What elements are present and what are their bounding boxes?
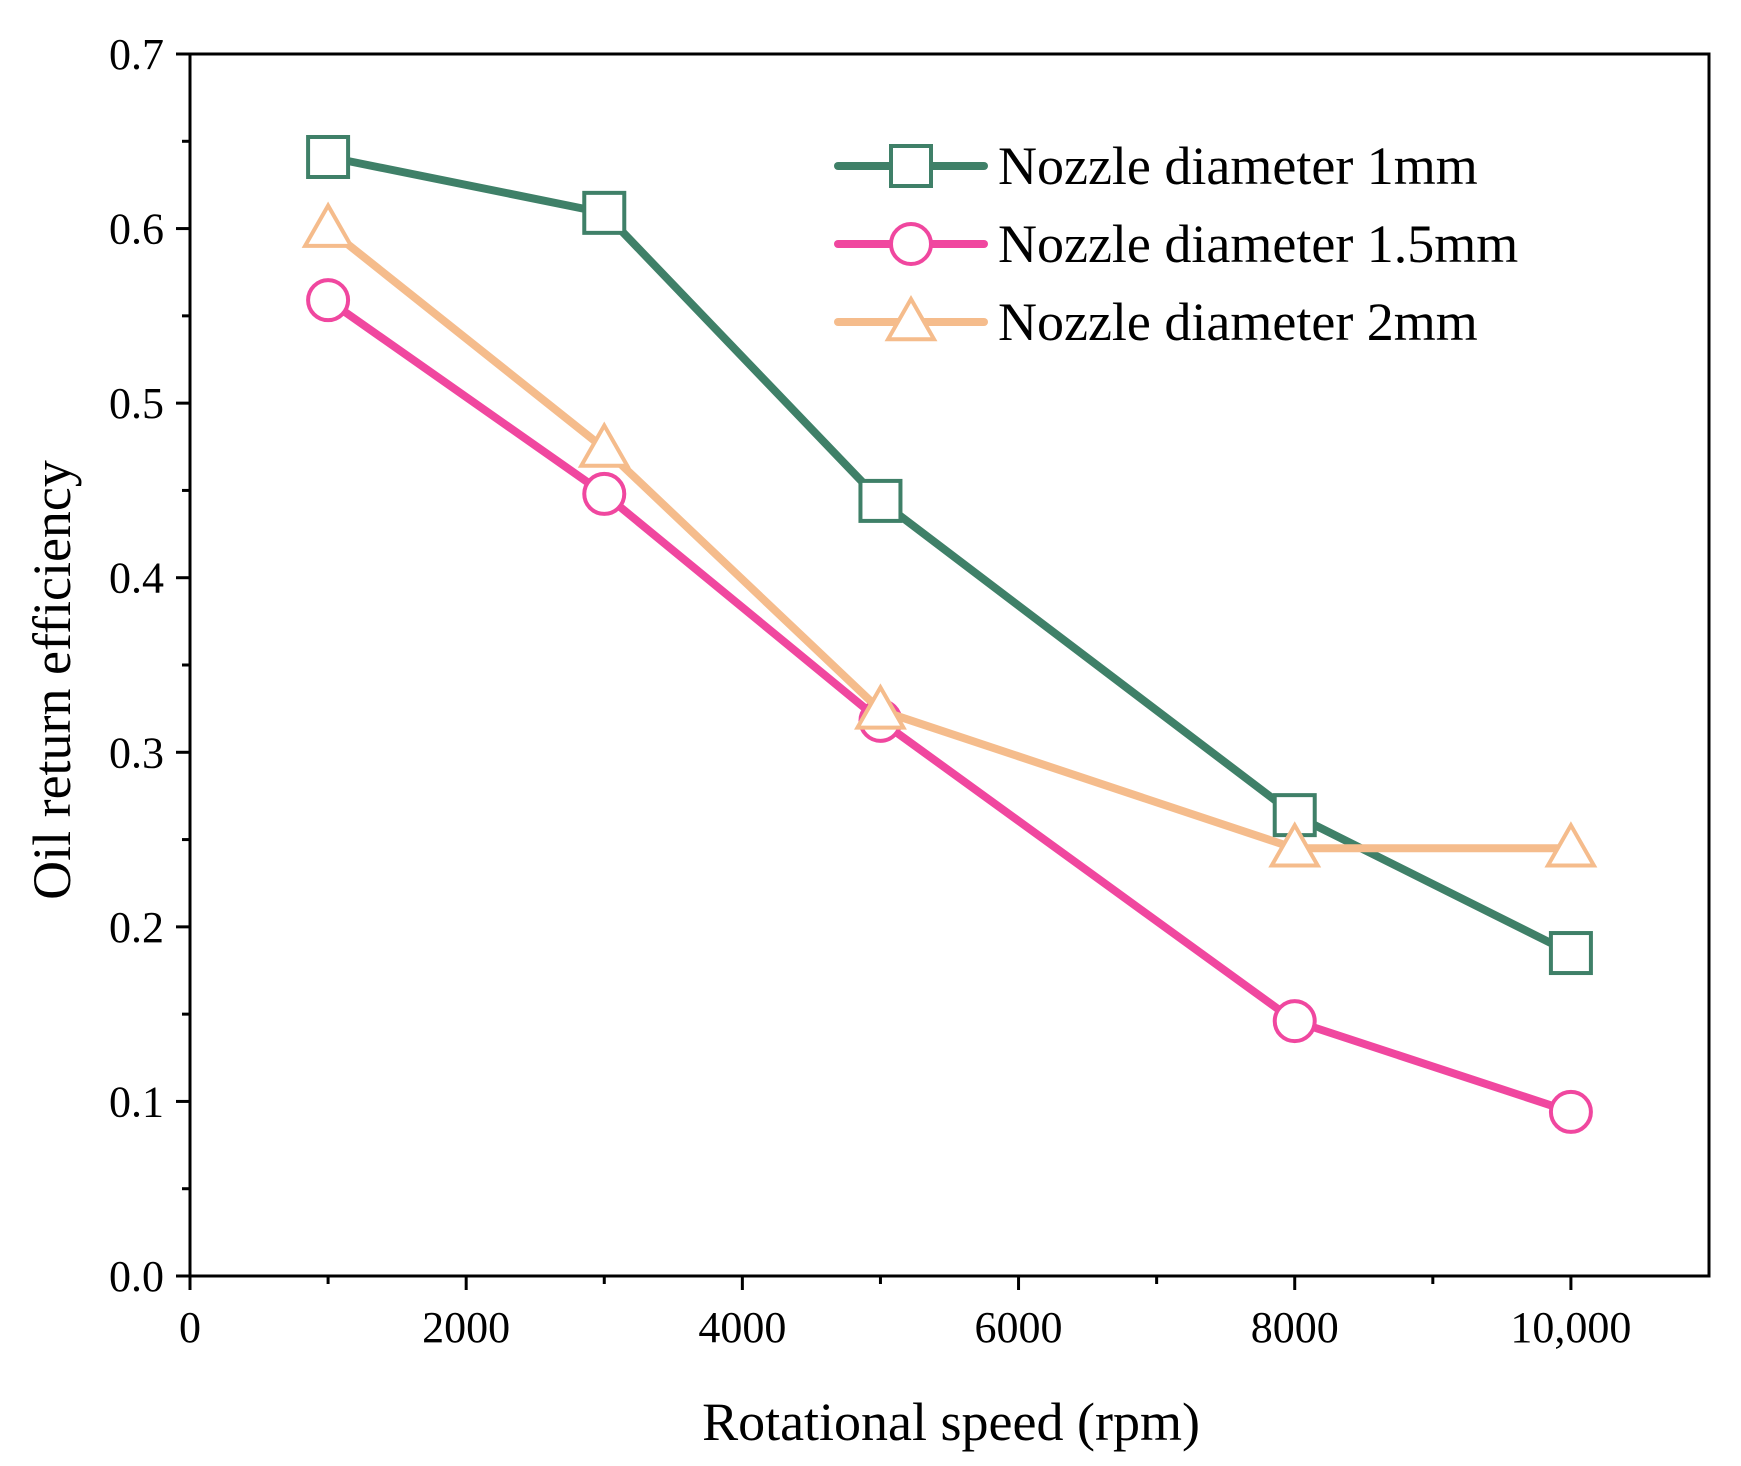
legend-marker xyxy=(889,144,933,188)
legend: Nozzle diameter 1mm Nozzle diameter 1.5mm… xyxy=(834,136,1518,352)
y-tick-label: 0.7 xyxy=(109,30,164,79)
data-point xyxy=(1548,931,1593,976)
legend-item: Nozzle diameter 1.5mm xyxy=(834,214,1518,274)
y-axis-title: Oil return efficiency xyxy=(22,460,82,900)
x-tick-label: 8000 xyxy=(1251,1303,1339,1352)
data-point xyxy=(858,478,903,523)
x-tick-label: 4000 xyxy=(698,1303,786,1352)
data-point xyxy=(582,471,627,516)
x-tick-label: 10,000 xyxy=(1510,1303,1631,1352)
y-tick-label: 0.1 xyxy=(109,1077,164,1126)
legend-label: Nozzle diameter 1mm xyxy=(998,136,1478,196)
series-1 xyxy=(306,134,1593,976)
legend-marker xyxy=(884,294,938,342)
data-point xyxy=(1548,1089,1593,1134)
y-tick-label: 0.0 xyxy=(109,1252,164,1301)
legend-label: Nozzle diameter 1.5mm xyxy=(998,214,1518,274)
data-point xyxy=(306,134,351,179)
data-point xyxy=(1268,821,1322,868)
y-tick-label: 0.4 xyxy=(109,554,164,603)
series-group xyxy=(301,134,1598,1134)
y-tick-label: 0.2 xyxy=(109,903,164,952)
series-line xyxy=(324,152,1575,958)
x-axis-title: Rotational speed (rpm) xyxy=(702,1392,1200,1452)
series-3 xyxy=(301,201,1598,868)
data-point xyxy=(301,201,355,248)
legend-label: Nozzle diameter 2mm xyxy=(998,292,1478,352)
legend-marker xyxy=(889,222,933,266)
data-point xyxy=(854,683,907,730)
series-line xyxy=(324,296,1575,1116)
y-tick-label: 0.6 xyxy=(109,205,164,254)
legend-item: Nozzle diameter 2mm xyxy=(834,292,1478,352)
data-point xyxy=(582,190,627,235)
y-tick-label: 0.5 xyxy=(109,379,164,428)
x-tick-label: 2000 xyxy=(422,1303,510,1352)
x-tick-label: 6000 xyxy=(975,1303,1063,1352)
data-point xyxy=(1272,999,1317,1044)
data-point xyxy=(1544,821,1598,868)
data-point xyxy=(306,278,351,323)
axes: 0 2000 4000 6000 8000 10,000 0.0 0.1 0.2 0.3 0.4 0.… xyxy=(109,30,1711,1352)
series-2 xyxy=(306,278,1593,1134)
data-point xyxy=(577,421,631,468)
y-tick-label: 0.3 xyxy=(109,728,164,777)
legend-item: Nozzle diameter 1mm xyxy=(834,136,1478,196)
x-tick-label: 0 xyxy=(179,1303,201,1352)
